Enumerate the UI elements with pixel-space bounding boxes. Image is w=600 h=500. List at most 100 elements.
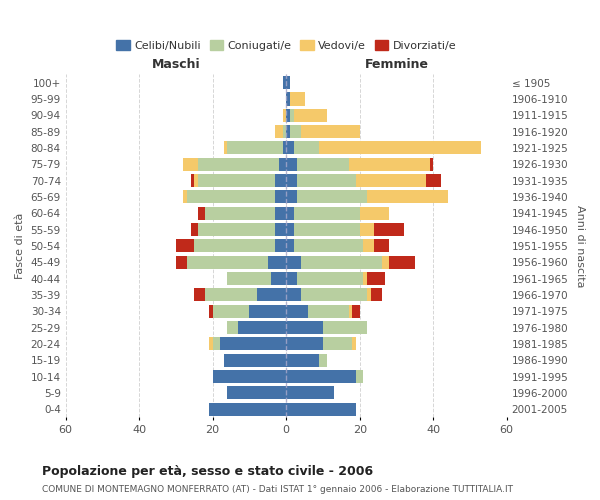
Bar xyxy=(382,256,389,269)
Bar xyxy=(286,256,301,269)
Bar xyxy=(275,190,286,203)
Bar xyxy=(183,190,187,203)
Bar xyxy=(224,142,227,154)
Y-axis label: Fasce di età: Fasce di età xyxy=(15,212,25,279)
Bar xyxy=(286,223,293,236)
Bar xyxy=(364,272,367,285)
Bar xyxy=(286,288,301,302)
Bar xyxy=(323,338,352,350)
Bar xyxy=(209,304,212,318)
Bar xyxy=(176,256,187,269)
Bar xyxy=(297,158,349,171)
Bar xyxy=(283,125,286,138)
Bar xyxy=(286,304,308,318)
Bar xyxy=(367,288,371,302)
Bar xyxy=(352,338,356,350)
Text: Maschi: Maschi xyxy=(152,58,200,71)
Bar xyxy=(191,223,198,236)
Bar xyxy=(286,206,293,220)
Bar xyxy=(367,190,448,203)
Bar xyxy=(279,158,286,171)
Bar xyxy=(198,174,275,187)
Bar xyxy=(227,386,286,400)
Bar xyxy=(275,125,283,138)
Bar xyxy=(286,272,297,285)
Bar xyxy=(286,370,356,383)
Bar xyxy=(323,321,367,334)
Bar xyxy=(183,158,198,171)
Bar xyxy=(297,174,356,187)
Bar xyxy=(191,174,194,187)
Text: Popolazione per età, sesso e stato civile - 2006: Popolazione per età, sesso e stato civil… xyxy=(42,465,373,478)
Bar xyxy=(275,206,286,220)
Bar xyxy=(205,288,257,302)
Y-axis label: Anni di nascita: Anni di nascita xyxy=(575,204,585,287)
Bar xyxy=(360,223,374,236)
Bar xyxy=(286,338,323,350)
Bar xyxy=(349,304,352,318)
Bar xyxy=(286,142,293,154)
Bar xyxy=(212,338,220,350)
Bar xyxy=(220,338,286,350)
Bar xyxy=(319,142,481,154)
Bar xyxy=(194,240,275,252)
Bar xyxy=(209,402,286,415)
Bar xyxy=(301,125,360,138)
Bar xyxy=(293,142,319,154)
Bar xyxy=(374,240,389,252)
Bar xyxy=(364,240,374,252)
Bar xyxy=(286,158,297,171)
Bar xyxy=(198,206,205,220)
Bar xyxy=(227,272,271,285)
Bar xyxy=(286,402,356,415)
Bar xyxy=(426,174,440,187)
Bar xyxy=(286,76,290,89)
Bar xyxy=(271,272,286,285)
Bar xyxy=(290,125,301,138)
Bar xyxy=(212,304,250,318)
Bar xyxy=(297,190,367,203)
Bar xyxy=(176,240,194,252)
Bar xyxy=(257,288,286,302)
Bar xyxy=(301,288,367,302)
Bar xyxy=(286,92,290,106)
Text: COMUNE DI MONTEMAGNO MONFERRATO (AT) - Dati ISTAT 1° gennaio 2006 - Elaborazione: COMUNE DI MONTEMAGNO MONFERRATO (AT) - D… xyxy=(42,485,513,494)
Bar xyxy=(187,256,268,269)
Bar xyxy=(286,240,293,252)
Bar xyxy=(301,256,382,269)
Bar xyxy=(286,321,323,334)
Bar xyxy=(283,109,286,122)
Bar xyxy=(286,190,297,203)
Text: Femmine: Femmine xyxy=(364,58,428,71)
Legend: Celibi/Nubili, Coniugati/e, Vedovi/e, Divorziati/e: Celibi/Nubili, Coniugati/e, Vedovi/e, Di… xyxy=(112,36,461,55)
Bar xyxy=(286,125,290,138)
Bar xyxy=(286,354,319,366)
Bar xyxy=(205,206,275,220)
Bar xyxy=(319,354,326,366)
Bar xyxy=(187,190,275,203)
Bar xyxy=(374,223,404,236)
Bar xyxy=(360,206,389,220)
Bar xyxy=(227,321,238,334)
Bar xyxy=(194,174,198,187)
Bar xyxy=(209,338,212,350)
Bar xyxy=(293,223,360,236)
Bar xyxy=(283,76,286,89)
Bar xyxy=(227,142,283,154)
Bar xyxy=(224,354,286,366)
Bar xyxy=(293,240,364,252)
Bar xyxy=(297,272,364,285)
Bar xyxy=(356,174,426,187)
Bar xyxy=(194,288,205,302)
Bar xyxy=(308,304,349,318)
Bar xyxy=(238,321,286,334)
Bar xyxy=(371,288,382,302)
Bar xyxy=(349,158,430,171)
Bar xyxy=(198,158,279,171)
Bar xyxy=(275,223,286,236)
Bar xyxy=(352,304,360,318)
Bar xyxy=(286,386,334,400)
Bar xyxy=(275,174,286,187)
Bar xyxy=(268,256,286,269)
Bar xyxy=(250,304,286,318)
